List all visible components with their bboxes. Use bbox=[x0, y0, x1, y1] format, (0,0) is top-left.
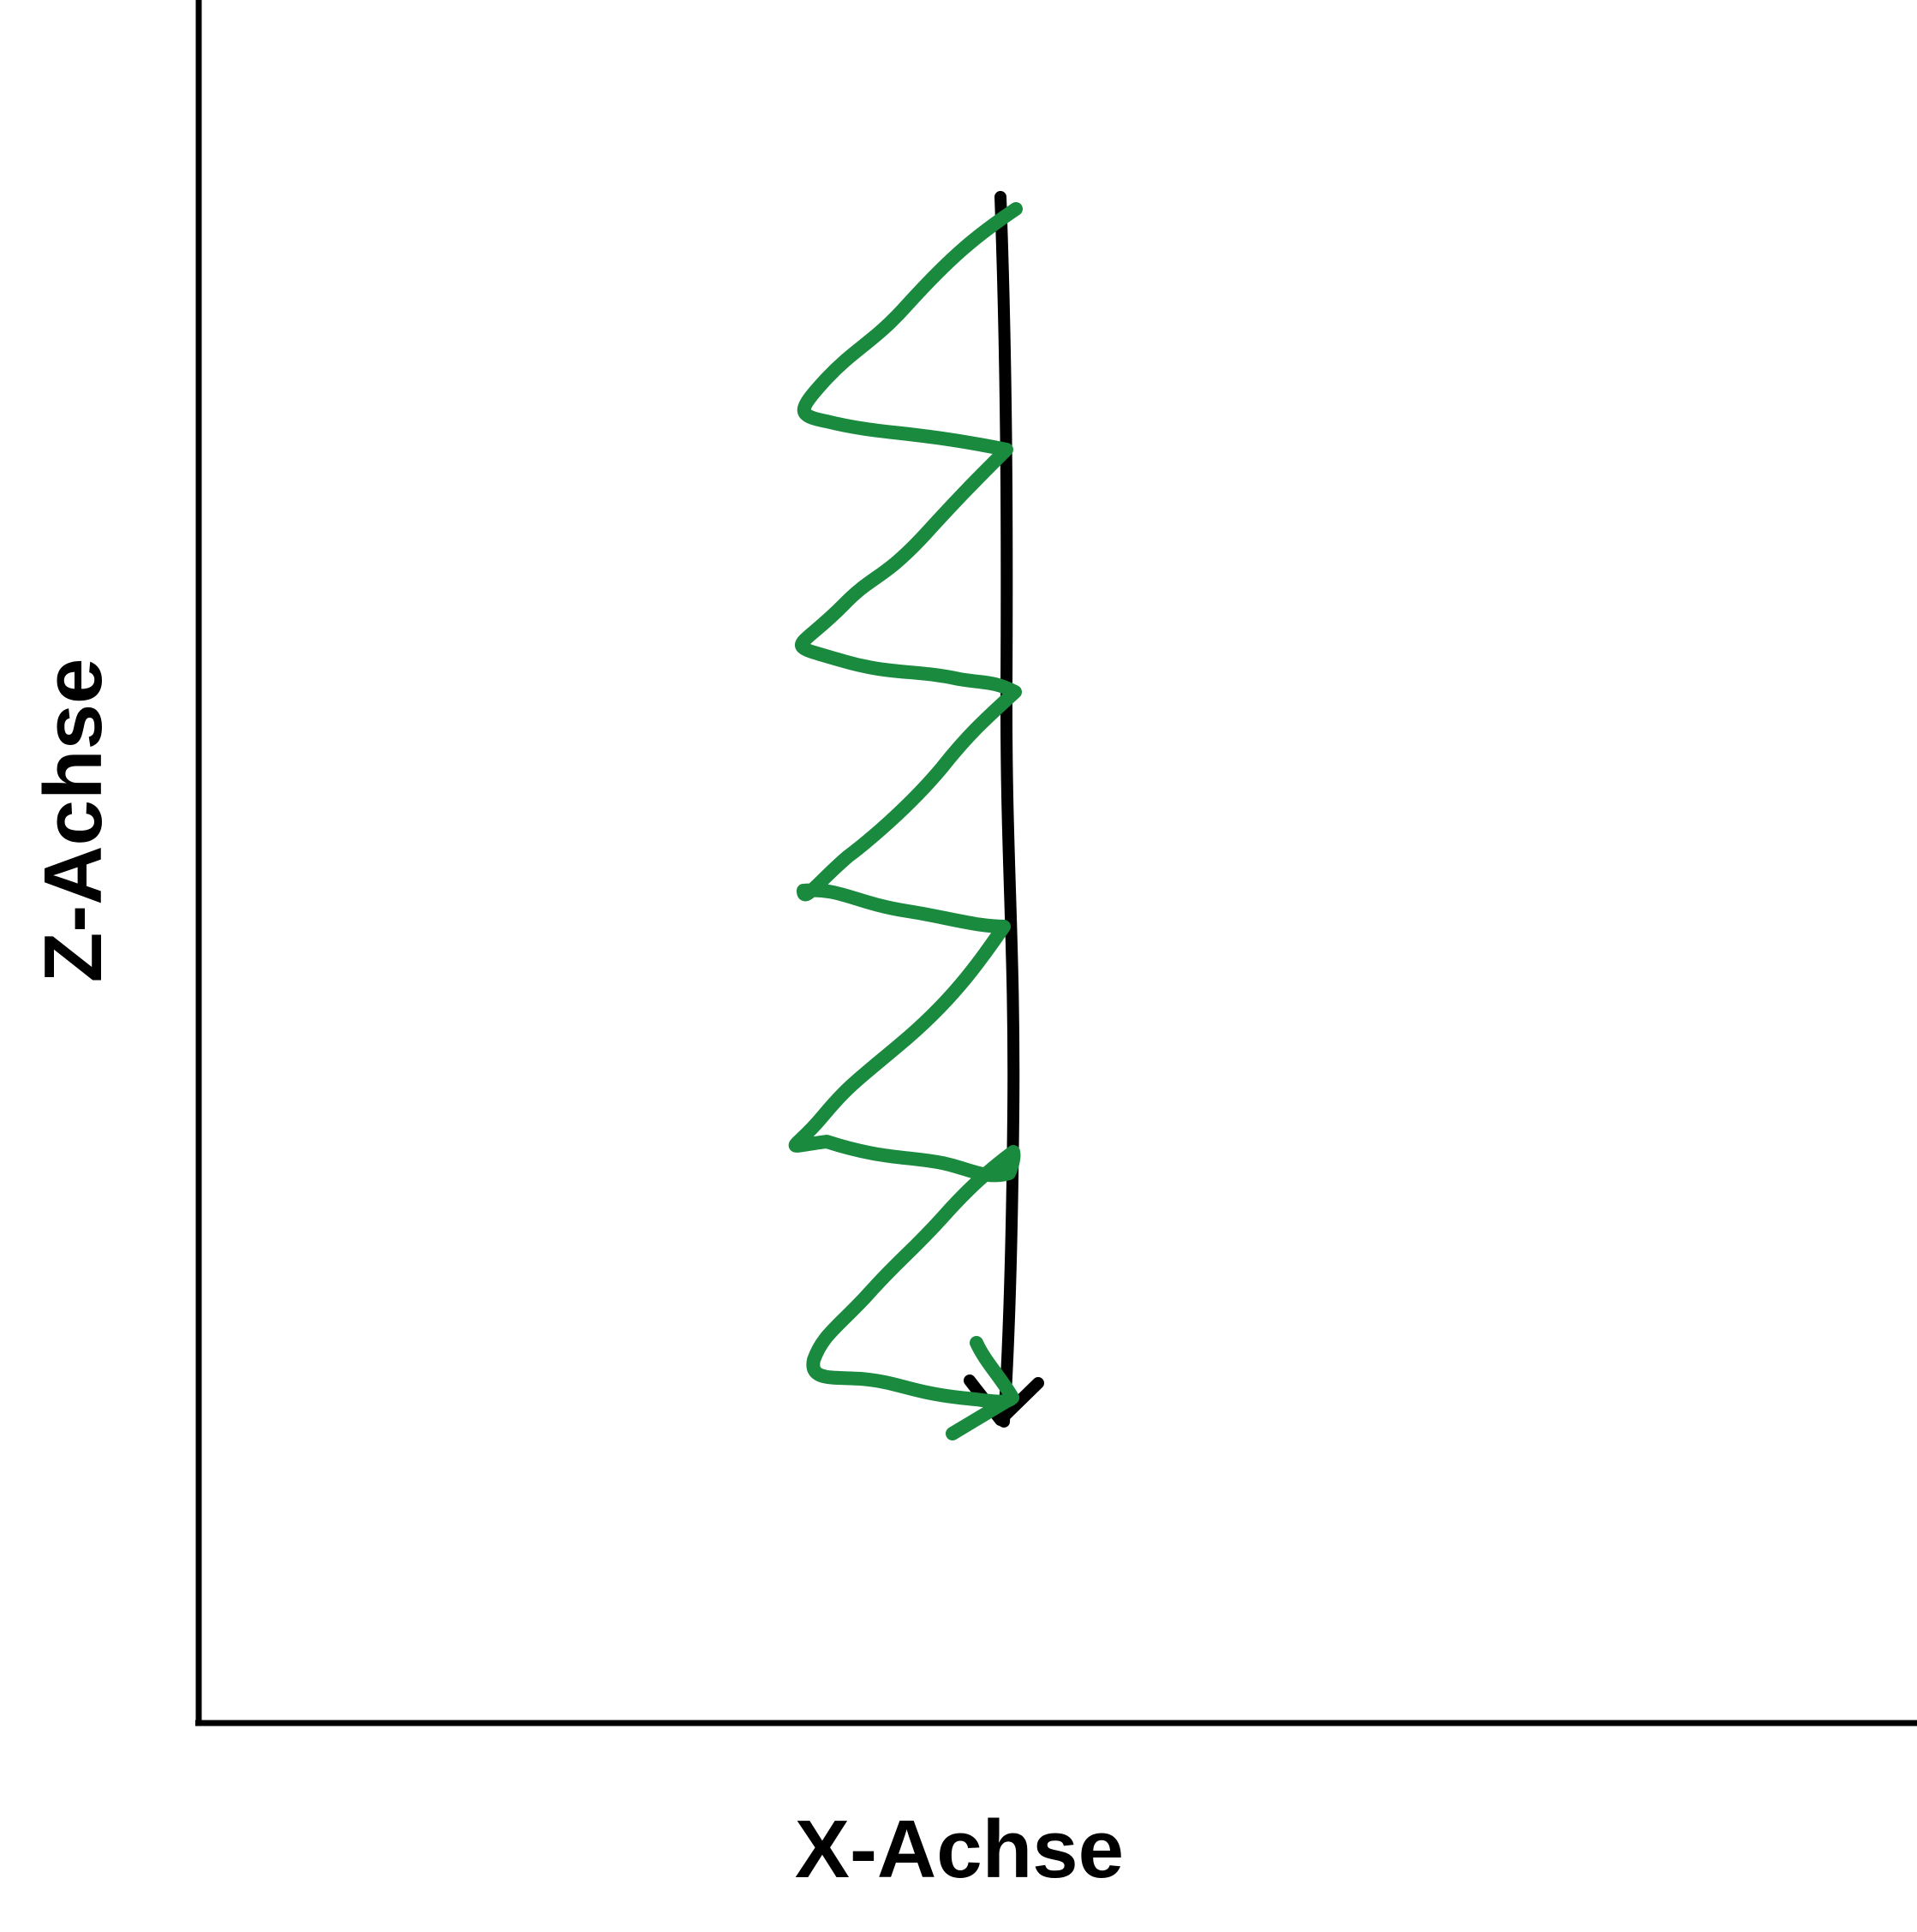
z-axis-label: Z-Achse bbox=[27, 659, 119, 983]
zigzag-spiral-line bbox=[788, 202, 1023, 1409]
zigzag-arrowhead bbox=[946, 1336, 1019, 1440]
vertical-line bbox=[994, 191, 1020, 1428]
x-axis-label: X-Achse bbox=[795, 1804, 1124, 1895]
